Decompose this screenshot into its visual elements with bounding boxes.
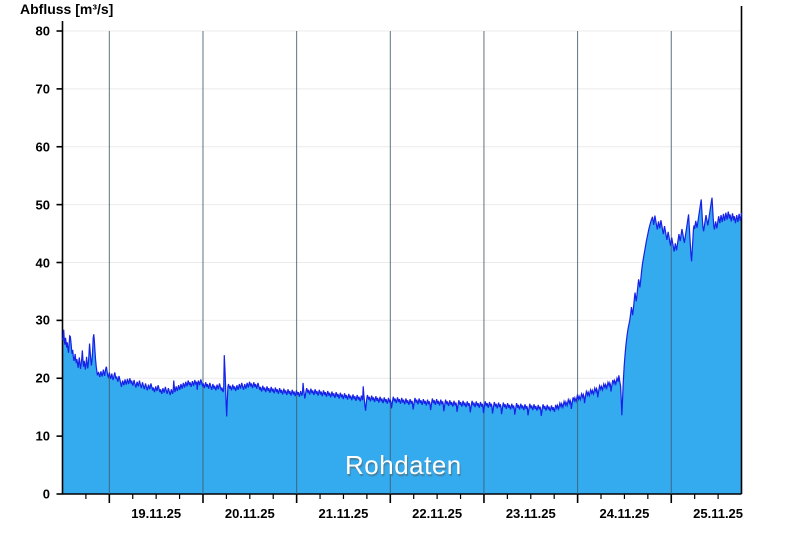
- x-axis-tick-label: 24.11.25: [599, 506, 650, 521]
- y-axis-tick-label: 0: [42, 486, 50, 502]
- x-axis-tick-label: 20.11.25: [224, 506, 275, 521]
- x-axis-tick-label: 21.11.25: [318, 506, 369, 521]
- y-axis-tick-label: 50: [35, 197, 50, 213]
- x-axis-ticks: [85, 494, 719, 503]
- y-axis-tick-label: 30: [35, 312, 50, 328]
- x-axis-tick-label: 19.11.25: [131, 506, 182, 521]
- y-axis-tick-label: 40: [35, 255, 50, 270]
- y-axis-title: Abfluss [m³/s]: [20, 1, 114, 17]
- x-axis-tick-label: 23.11.25: [505, 506, 556, 521]
- y-axis-tick-label: 60: [35, 139, 50, 155]
- x-axis-tick-label: 22.11.25: [412, 506, 463, 521]
- y-axis-tick-label: 80: [35, 23, 50, 39]
- rohdaten-watermark: Rohdaten: [345, 450, 462, 480]
- y-axis-tick-label: 10: [35, 428, 50, 444]
- y-axis-tick-label: 20: [35, 370, 50, 386]
- y-axis-ticks: [56, 30, 63, 495]
- x-axis-tick-label: 25.11.25: [693, 506, 744, 521]
- axis-lines: [61, 6, 743, 495]
- discharge-line: [61, 197, 743, 417]
- discharge-area-fill: [62, 197, 742, 494]
- vertical-day-gridlines: [108, 31, 672, 494]
- y-axis-tick-label: 70: [35, 81, 50, 97]
